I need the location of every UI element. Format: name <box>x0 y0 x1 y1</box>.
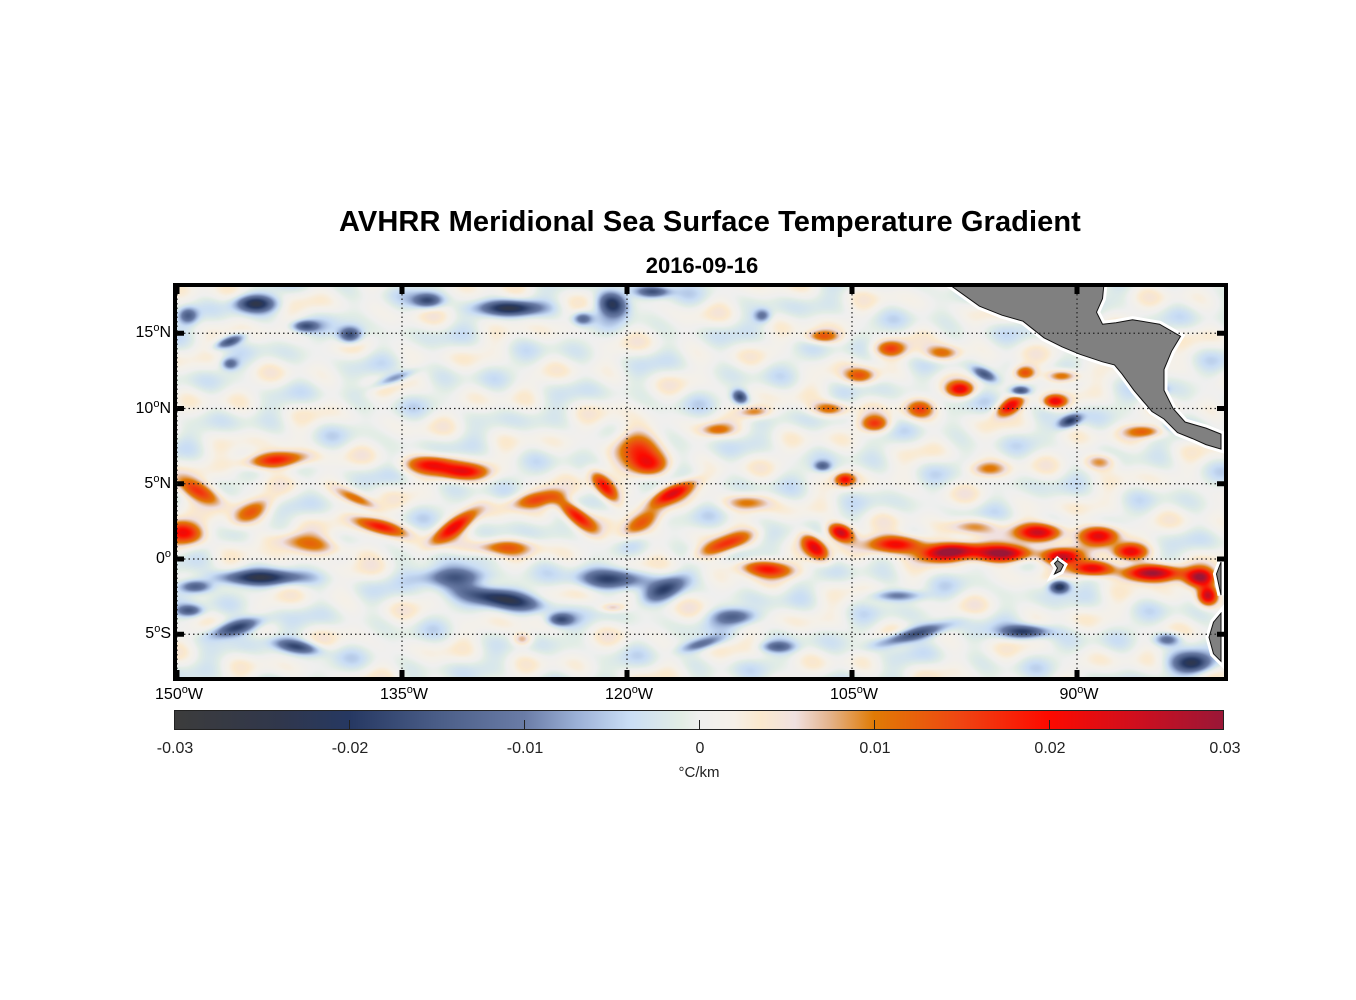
colorbar <box>174 710 1224 730</box>
longitude-value: 150 <box>155 686 182 703</box>
colorbar-tick <box>874 720 875 730</box>
land-mass <box>1215 561 1222 596</box>
longitude-label: 90oW <box>1059 684 1098 704</box>
latitude-label: 10oN <box>136 398 171 418</box>
hemisphere-letter: W <box>862 686 878 703</box>
hemisphere-letter: W <box>412 686 428 703</box>
degree-symbol: o <box>631 684 638 696</box>
longitude-value: 105 <box>830 686 857 703</box>
hemisphere-letter: W <box>637 686 653 703</box>
colorbar-tick <box>349 720 350 730</box>
longitude-value: 120 <box>605 686 632 703</box>
latitude-value: 15 <box>135 324 154 342</box>
latitude-value: 0 <box>155 550 165 567</box>
chart-subtitle: 2016-09-16 <box>645 253 759 278</box>
colorbar-tick-label: -0.01 <box>506 740 544 757</box>
sst-gradient-field <box>177 287 1225 678</box>
longitude-label: 150oW <box>155 684 203 704</box>
hemisphere-letter: N <box>159 324 171 342</box>
map-border <box>173 283 1228 681</box>
colorbar-tick-label: -0.02 <box>331 740 369 757</box>
latitude-value: 10 <box>135 399 154 417</box>
colorbar-tick <box>699 720 700 730</box>
land-mass <box>949 285 1222 450</box>
longitude-label: 135oW <box>380 684 428 704</box>
longitude-label: 120oW <box>605 684 653 704</box>
hemisphere-letter: W <box>1083 686 1099 703</box>
degree-symbol: o <box>856 684 863 696</box>
degree-symbol: o <box>181 684 188 696</box>
colorbar-tick-label: 0.02 <box>1034 740 1066 757</box>
latitude-value: 5 <box>144 474 154 492</box>
degree-symbol: o <box>1077 684 1084 696</box>
colorbar-tick-label: 0.01 <box>859 740 891 757</box>
chart-title: AVHRR Meridional Sea Surface Temperature… <box>339 206 1081 238</box>
longitude-value: 135 <box>380 686 407 703</box>
degree-symbol: o <box>153 322 160 335</box>
colorbar-tick <box>524 720 525 730</box>
land-mass <box>1208 611 1222 663</box>
degree-symbol: o <box>154 623 161 636</box>
latitude-label: 5oS <box>145 623 171 643</box>
latitude-label: 5oN <box>144 473 171 493</box>
colorbar-tick-label: 0.03 <box>1209 740 1241 757</box>
colorbar-tick <box>1049 720 1050 730</box>
colorbar-tick-label: -0.03 <box>156 740 194 757</box>
hemisphere-letter: S <box>160 625 171 643</box>
colorbar-tick-label: 0 <box>695 740 705 757</box>
longitude-label: 105oW <box>830 684 878 704</box>
degree-symbol: o <box>164 548 171 560</box>
hemisphere-letter: W <box>187 686 203 703</box>
degree-symbol: o <box>153 397 160 410</box>
hemisphere-letter: N <box>159 474 171 492</box>
degree-symbol: o <box>406 684 413 696</box>
longitude-value: 90 <box>1059 686 1078 703</box>
latitude-label: 15oN <box>136 322 171 342</box>
colorbar-unit-label: °C/km <box>678 764 720 781</box>
latitude-value: 5 <box>145 625 155 643</box>
hemisphere-letter: N <box>159 399 171 417</box>
degree-symbol: o <box>153 472 160 485</box>
land-mass <box>1053 559 1065 576</box>
latitude-label: 0o <box>156 548 171 568</box>
